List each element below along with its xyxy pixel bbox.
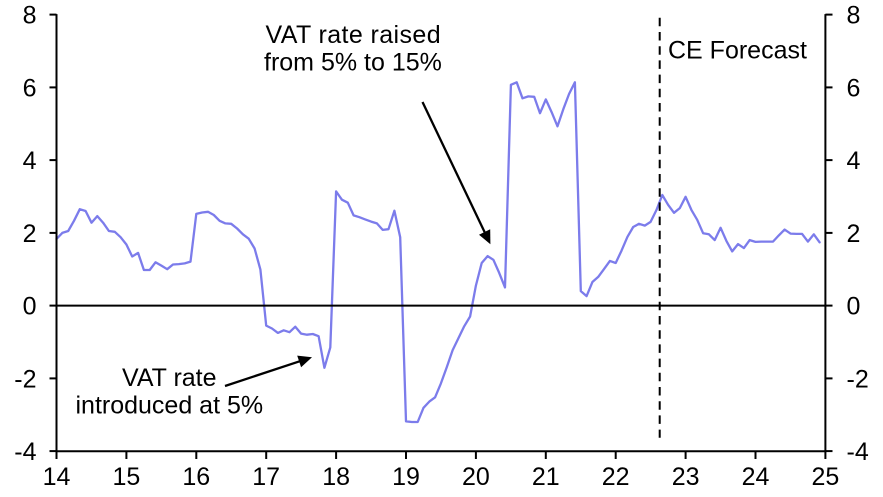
svg-text:4: 4 bbox=[23, 147, 37, 175]
svg-text:-2: -2 bbox=[847, 365, 869, 393]
svg-text:20: 20 bbox=[462, 463, 490, 491]
svg-text:21: 21 bbox=[532, 463, 560, 491]
svg-text:CE Forecast: CE Forecast bbox=[668, 37, 807, 65]
svg-text:6: 6 bbox=[847, 74, 861, 102]
svg-text:18: 18 bbox=[322, 463, 350, 491]
svg-text:8: 8 bbox=[23, 2, 37, 30]
svg-text:6: 6 bbox=[23, 74, 37, 102]
svg-text:0: 0 bbox=[847, 293, 861, 321]
svg-text:8: 8 bbox=[847, 2, 861, 30]
svg-text:-2: -2 bbox=[14, 365, 36, 393]
svg-text:22: 22 bbox=[602, 463, 630, 491]
svg-text:from 5% to 15%: from 5% to 15% bbox=[264, 48, 442, 76]
svg-text:4: 4 bbox=[847, 147, 861, 175]
svg-text:23: 23 bbox=[672, 463, 700, 491]
svg-text:0: 0 bbox=[23, 293, 37, 321]
svg-text:25: 25 bbox=[811, 463, 839, 491]
svg-text:16: 16 bbox=[182, 463, 210, 491]
svg-text:VAT rate: VAT rate bbox=[122, 364, 216, 392]
svg-text:2: 2 bbox=[847, 220, 861, 248]
svg-text:-4: -4 bbox=[14, 438, 36, 466]
svg-text:17: 17 bbox=[252, 463, 280, 491]
svg-text:19: 19 bbox=[392, 463, 420, 491]
svg-text:-4: -4 bbox=[847, 438, 869, 466]
svg-text:VAT rate raised: VAT rate raised bbox=[266, 21, 442, 49]
svg-text:2: 2 bbox=[23, 220, 37, 248]
svg-text:15: 15 bbox=[112, 463, 140, 491]
svg-text:introduced at 5%: introduced at 5% bbox=[75, 391, 263, 419]
svg-text:24: 24 bbox=[742, 463, 770, 491]
svg-text:14: 14 bbox=[43, 463, 71, 491]
